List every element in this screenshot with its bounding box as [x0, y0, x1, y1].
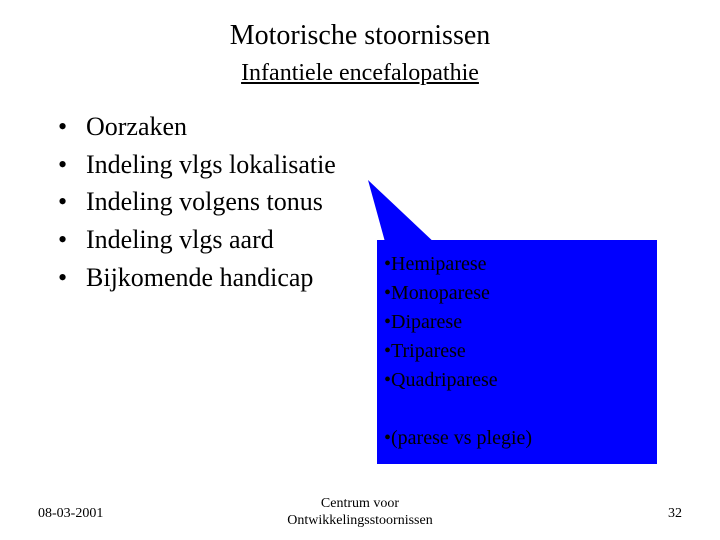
footer-center-line1: Centrum voor [321, 496, 399, 511]
list-item-label: Oorzaken [86, 112, 187, 141]
list-item: •Indeling volgens tonus [58, 183, 336, 221]
footer-center: Centrum voor Ontwikkelingsstoornissen [0, 496, 720, 530]
footer-center-line2: Ontwikkelingsstoornissen [287, 513, 432, 528]
list-item: •Bijkomende handicap [58, 259, 336, 297]
list-item-label: Bijkomende handicap [86, 263, 313, 292]
list-item-label: Indeling vlgs aard [86, 225, 274, 254]
slide-title: Motorische stoornissen [0, 20, 720, 52]
slide: Motorische stoornissen Infantiele encefa… [0, 0, 720, 540]
callout-text: •Hemiparese•Monoparese•Diparese•Tripares… [384, 250, 532, 453]
footer-page-number: 32 [668, 506, 682, 522]
list-item-label: Indeling volgens tonus [86, 187, 323, 216]
list-item: •Oorzaken [58, 108, 336, 146]
list-item-label: Indeling vlgs lokalisatie [86, 150, 336, 179]
bullet-list: •Oorzaken •Indeling vlgs lokalisatie •In… [58, 108, 336, 296]
slide-subtitle: Infantiele encefalopathie [0, 60, 720, 87]
list-item: •Indeling vlgs aard [58, 221, 336, 259]
list-item: •Indeling vlgs lokalisatie [58, 146, 336, 184]
